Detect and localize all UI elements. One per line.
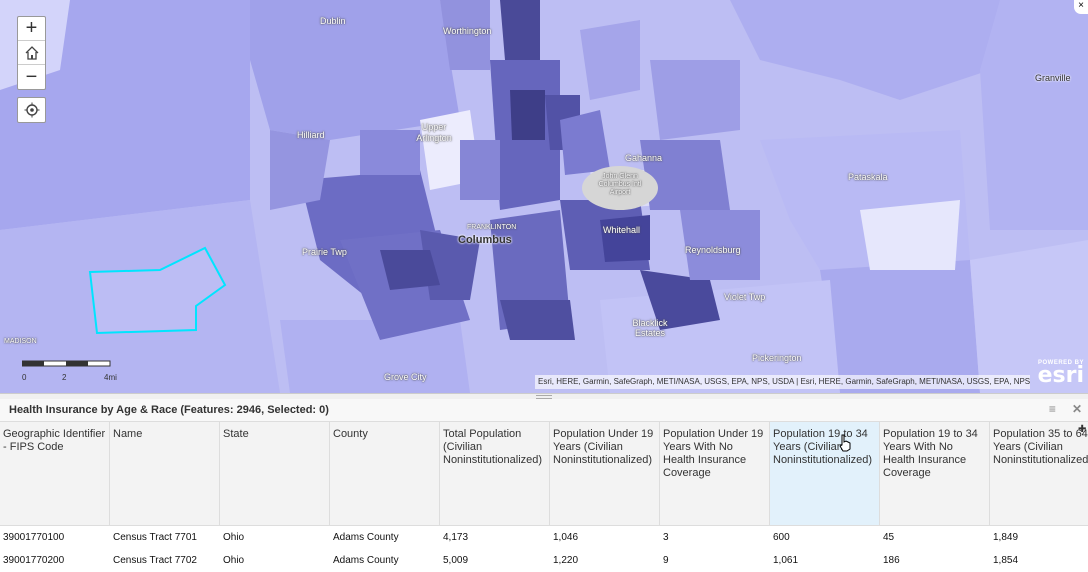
column-header[interactable]: Population Under 19 Years With No Health… — [660, 422, 770, 525]
column-header[interactable]: Population Under 19 Years (Civilian Noni… — [550, 422, 660, 525]
column-header[interactable]: Total Population (Civilian Noninstitutio… — [440, 422, 550, 525]
map-attribution[interactable]: Esri, HERE, Garmin, SafeGraph, METI/NASA… — [535, 375, 1030, 389]
table-row[interactable]: 39001770100 Census Tract 7701 Ohio Adams… — [0, 526, 1088, 549]
close-icon[interactable]: ✕ — [1071, 402, 1082, 416]
locate-button[interactable] — [17, 97, 46, 123]
place-label: John Glenn Columbus Intl Airport — [598, 173, 642, 196]
column-header[interactable]: Geographic Identifier - FIPS Code — [0, 422, 110, 525]
scale-bar: 0 2 4mi — [21, 355, 117, 383]
table-cell: Census Tract 7701 — [113, 532, 197, 543]
place-label: Pickerington — [752, 353, 802, 363]
column-header[interactable]: Population 19 to 34 Years With No Health… — [880, 422, 990, 525]
hand-cursor-icon — [839, 434, 851, 452]
place-label: Prairie Twp — [302, 247, 347, 257]
table-cell: 1,061 — [773, 555, 799, 566]
home-button[interactable] — [18, 41, 45, 65]
table-title: Health Insurance by Age & Race (Features… — [9, 404, 329, 416]
table-cell: Ohio — [223, 532, 245, 543]
home-icon — [25, 45, 38, 60]
place-label: MADISON — [4, 338, 37, 345]
table-cell: Census Tract 7702 — [113, 555, 197, 566]
table-cell: 39001770100 — [3, 532, 65, 543]
table-header-bar: Health Insurance by Age & Race (Features… — [0, 399, 1088, 422]
table-cell: 1,854 — [993, 555, 1019, 566]
table-cell: 5,009 — [443, 555, 469, 566]
column-header[interactable]: County — [330, 422, 440, 525]
zoom-in-button[interactable]: + — [18, 17, 45, 41]
table-row[interactable]: 39001770200 Census Tract 7702 Ohio Adams… — [0, 549, 1088, 572]
place-label: Whitehall — [603, 225, 641, 235]
table-cell: 1,220 — [553, 555, 579, 566]
table-cell: 186 — [883, 555, 900, 566]
place-label: Grove City — [384, 372, 427, 382]
scale-tick: 2 — [62, 373, 67, 382]
zoom-out-button[interactable]: − — [25, 65, 38, 88]
place-label: Reynoldsburg — [685, 245, 741, 255]
column-header[interactable]: Name — [110, 422, 220, 525]
panel-splitter[interactable] — [0, 393, 1088, 400]
column-header[interactable]: Population 19 to 34 Years (Civilian Noni… — [770, 422, 880, 525]
table-cell: Adams County — [333, 532, 399, 543]
place-label: Pataskala — [848, 172, 888, 182]
attribute-table: Geographic Identifier - FIPS Code Name S… — [0, 422, 1088, 572]
locate-icon — [24, 102, 39, 118]
place-label: Columbus — [458, 234, 512, 246]
place-label: Dublin — [320, 16, 346, 26]
zoom-controls: + − — [17, 16, 46, 90]
powered-by-text: POWERED BY — [1037, 360, 1084, 366]
place-label: Gahanna — [625, 153, 663, 163]
table-cell: Ohio — [223, 555, 245, 566]
place-label: Blacklick Estates — [632, 318, 668, 338]
table-cell: 1,849 — [993, 532, 1019, 543]
esri-logo: POWERED BY esri — [1037, 360, 1084, 388]
place-label: FRANKLINTON — [467, 224, 517, 231]
place-label: Worthington — [443, 26, 492, 36]
splitter-grip-icon[interactable] — [536, 395, 552, 399]
close-icon[interactable]: × — [1074, 0, 1088, 14]
place-label: Granville — [1035, 73, 1071, 83]
place-label: Hilliard — [297, 130, 325, 140]
place-label: Upper Arlington — [416, 122, 452, 143]
choropleth-layer — [0, 0, 1088, 393]
column-header-row: Geographic Identifier - FIPS Code Name S… — [0, 422, 1088, 526]
attribute-table-panel: Health Insurance by Age & Race (Features… — [0, 399, 1088, 570]
table-cell: 45 — [883, 532, 895, 543]
column-header[interactable]: State — [220, 422, 330, 525]
scale-tick: 0 — [22, 373, 27, 382]
scale-tick: 4mi — [104, 373, 117, 382]
esri-wordmark: esri — [1037, 363, 1084, 388]
table-cell: 9 — [663, 555, 669, 566]
table-cell: 3 — [663, 532, 669, 543]
menu-icon[interactable]: ≡ — [1048, 402, 1056, 416]
table-cell: Adams County — [333, 555, 399, 566]
add-column-icon[interactable]: ✚ — [1078, 424, 1087, 435]
place-label: Violet Twp — [724, 292, 766, 302]
table-cell: 1,046 — [553, 532, 579, 543]
table-cell: 39001770200 — [3, 555, 65, 566]
column-header[interactable]: Population 35 to 64 Years (Civilian Noni… — [990, 422, 1088, 525]
table-cell: 600 — [773, 532, 790, 543]
table-cell: 4,173 — [443, 532, 469, 543]
map-view[interactable]: + − Dublin Worthington Hilliard Upper Ar… — [0, 0, 1088, 393]
